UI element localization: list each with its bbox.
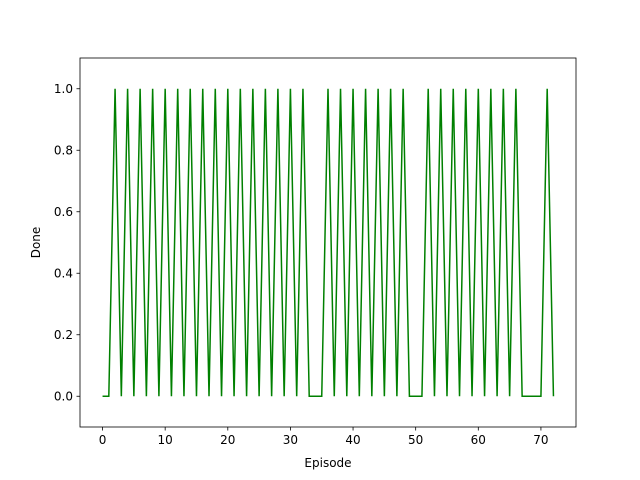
- y-tick-label: 0.0: [54, 390, 73, 404]
- axes: 0 10 20 30 40 50 60 70 0.0 0.2 0.4 0.6 0.8 1.0: [54, 57, 577, 447]
- plot-area: [102, 88, 555, 397]
- x-tick-label: 10: [158, 433, 173, 447]
- y-tick-label: 0.2: [54, 328, 73, 342]
- x-tick-label: 30: [283, 433, 298, 447]
- x-tick-label: 0: [99, 433, 107, 447]
- x-tick-label: 50: [408, 433, 423, 447]
- x-tick-label: 20: [220, 433, 235, 447]
- y-tick-label: 0.4: [54, 267, 73, 281]
- y-axis-label: Done: [29, 227, 43, 259]
- axes-frame: [79, 57, 577, 428]
- x-tick-label: 40: [345, 433, 360, 447]
- x-axis-label: Episode: [304, 456, 351, 470]
- x-tick-label: 60: [471, 433, 486, 447]
- y-tick-label: 0.8: [54, 144, 73, 158]
- series-line-0: [102, 88, 555, 397]
- y-tick-label: 1.0: [54, 82, 73, 96]
- x-tick-label: 70: [533, 433, 548, 447]
- y-tick-label: 0.6: [54, 205, 73, 219]
